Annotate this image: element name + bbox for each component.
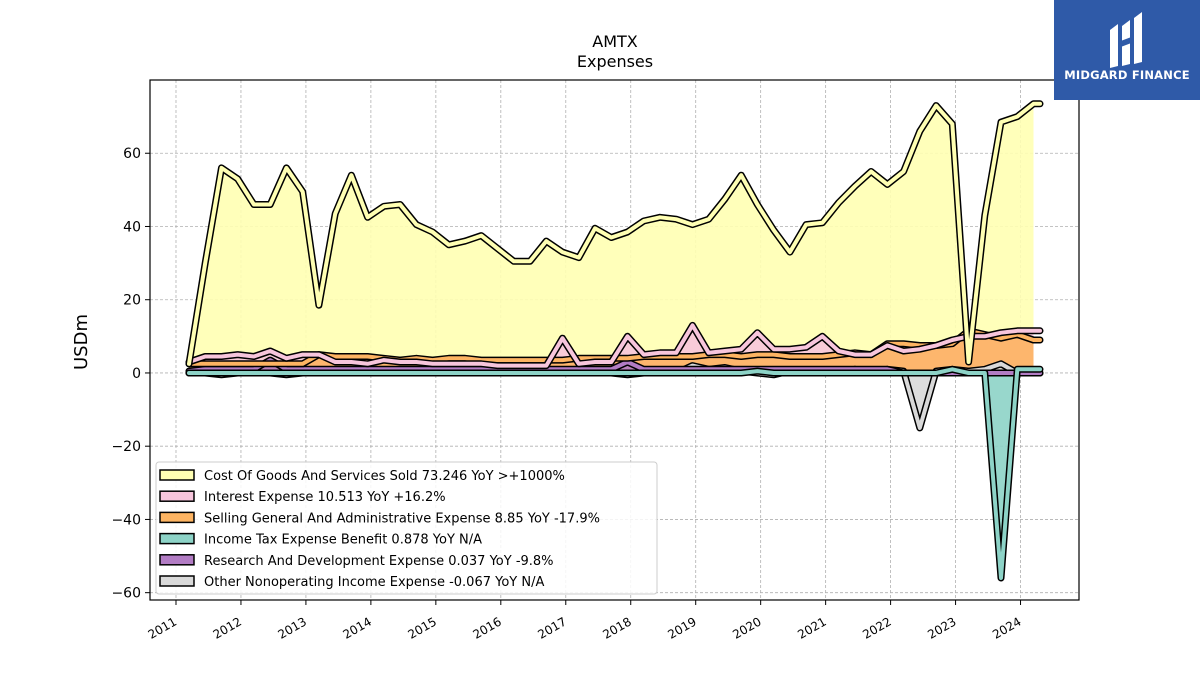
legend-swatch-4 — [159, 554, 195, 566]
legend-swatch-5 — [159, 575, 195, 587]
chart-subtitle: Expenses — [577, 52, 653, 71]
legend-swatch-2 — [159, 511, 195, 524]
x-tick-label: 2021 — [795, 614, 828, 641]
logo-text: MIDGARD FINANCE — [1064, 68, 1190, 82]
y-tick-label: 20 — [123, 293, 141, 309]
x-tick-label: 2023 — [925, 614, 958, 641]
midgard-logo-icon — [1110, 12, 1142, 68]
x-tick-label: 2014 — [341, 614, 374, 641]
series-line-2 — [187, 328, 1042, 366]
legend: Cost Of Goods And Services Sold 73.246 Y… — [155, 461, 658, 595]
legend-swatch-3 — [159, 532, 195, 545]
legend-swatch-1 — [159, 490, 195, 502]
legend-label-4: Research And Development Expense 0.037 Y… — [204, 554, 554, 569]
y-tick-label: −60 — [111, 586, 141, 602]
y-tick-label: 60 — [123, 146, 141, 162]
y-tick-label: 40 — [123, 219, 141, 235]
legend-swatch-0 — [159, 469, 195, 481]
legend-label-3: Income Tax Expense Benefit 0.878 YoY N/A — [204, 533, 482, 548]
x-tick-label: 2011 — [146, 614, 179, 641]
y-tick-label: −20 — [111, 439, 141, 455]
x-tick-label: 2020 — [730, 614, 763, 641]
y-tick-label: 0 — [132, 366, 141, 382]
x-tick-label: 2018 — [600, 614, 633, 641]
y-axis-label: USDm — [71, 314, 92, 370]
series-line-3 — [187, 367, 1042, 580]
series-line-0 — [187, 101, 1042, 366]
x-tick-label: 2017 — [535, 614, 568, 641]
chart-title: AMTX — [592, 32, 638, 51]
legend-label-2: Selling General And Administrative Expen… — [204, 511, 600, 526]
legend-box — [155, 461, 658, 595]
midgard-finance-logo: MIDGARD FINANCE — [1054, 0, 1200, 100]
x-tick-label: 2016 — [470, 614, 503, 641]
x-tick-label: 2019 — [665, 614, 698, 641]
plot-frame — [149, 79, 1080, 601]
legend-label-5: Other Nonoperating Income Expense -0.067… — [204, 575, 544, 590]
y-tick-label: −40 — [111, 512, 141, 528]
series-line-1 — [187, 323, 1042, 368]
series-area — [185, 100, 1044, 582]
legend-label-0: Cost Of Goods And Services Sold 73.246 Y… — [204, 469, 565, 484]
x-tick-label: 2012 — [211, 614, 244, 641]
x-tick-label: 2022 — [860, 614, 893, 641]
legend-label-1: Interest Expense 10.513 YoY +16.2% — [204, 490, 446, 505]
x-tick-label: 2015 — [405, 614, 438, 641]
x-tick-label: 2013 — [276, 614, 309, 641]
x-tick-label: 2024 — [990, 614, 1023, 641]
